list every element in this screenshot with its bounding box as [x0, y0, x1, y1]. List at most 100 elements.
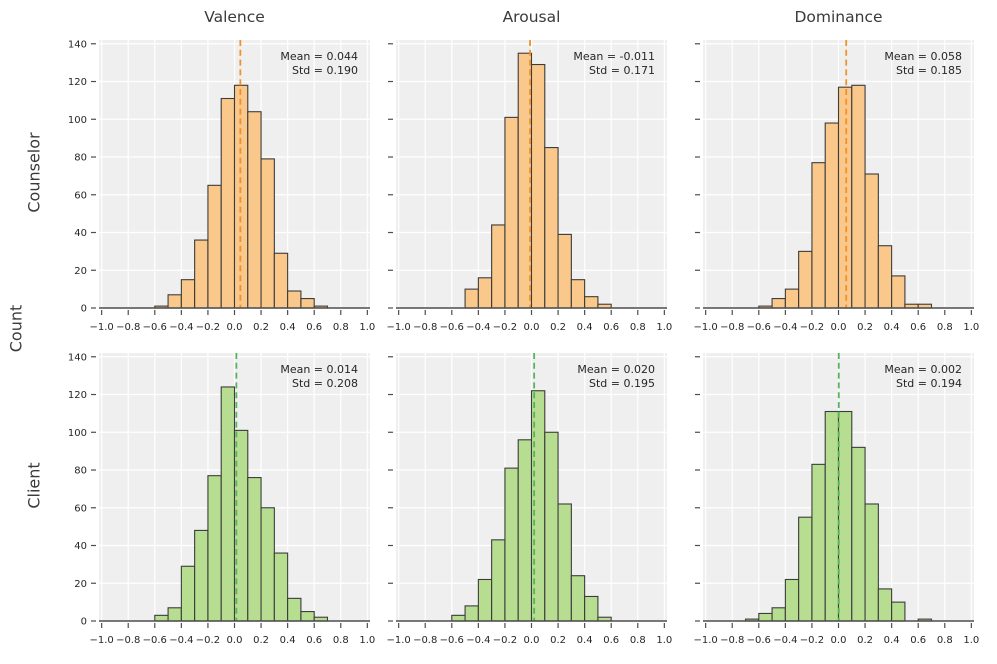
x-tick-label: −1.0	[387, 635, 411, 646]
x-tick-label: 0.4	[280, 322, 296, 333]
x-tick-label: −0.8	[413, 635, 437, 646]
y-tick-label: 40	[74, 228, 87, 239]
hist-bar	[557, 503, 572, 622]
hist-bar	[167, 294, 182, 309]
y-tick-label: 60	[74, 503, 87, 514]
x-tick-label: 0.6	[910, 322, 926, 333]
histogram-plot: −1.0 −0.8 −0.6 −0.4 −0.2 0.0 0.2 0.4 0.6 0.8 1.0 0 2…	[68, 39, 375, 333]
subplot-client-arousal: −1.0 −0.8 −0.6 −0.4 −0.2 0.0 0.2 0.4 0.6 0.8 1.0 M…	[387, 353, 672, 646]
histogram-plot: −1.0 −0.8 −0.6 −0.4 −0.2 0.0 0.2 0.4 0.6 0.8 1.0	[694, 40, 979, 333]
annotation-std: Std = 0.185	[896, 64, 962, 78]
x-tick-label: 1.0	[963, 322, 979, 333]
hist-bar	[154, 614, 169, 622]
hist-bar	[784, 288, 800, 309]
hist-bar	[247, 477, 262, 622]
hist-bar	[837, 410, 853, 622]
x-tick-label: 1.0	[359, 635, 375, 646]
hist-bar	[287, 290, 302, 309]
x-tick-label: −0.8	[720, 322, 744, 333]
mean-std-annotation: Mean = 0.058 Std = 0.185	[884, 50, 962, 79]
x-tick-label: 0.6	[306, 635, 322, 646]
x-tick-label: −0.8	[413, 322, 437, 333]
y-tick-label: 0	[81, 304, 87, 315]
hist-bar	[167, 607, 182, 622]
row-label-client: Client	[24, 462, 44, 509]
x-tick-label: −0.4	[466, 322, 490, 333]
hist-bar	[891, 275, 906, 309]
hist-bar	[864, 173, 879, 309]
hist-bar	[247, 111, 262, 309]
annotation-mean: Mean = 0.058	[884, 50, 962, 63]
hist-bar	[570, 575, 586, 622]
x-tick-label: 0.2	[550, 635, 566, 646]
hist-bar	[504, 467, 519, 622]
x-tick-label: 0.4	[280, 635, 296, 646]
row-label-counselor: Counselor	[24, 132, 44, 213]
x-tick-label: −1.0	[90, 322, 114, 333]
hist-bar	[260, 507, 275, 622]
annotation-std: Std = 0.208	[292, 377, 358, 391]
x-tick-label: −0.8	[720, 635, 744, 646]
annotation-mean: Mean = 0.014	[280, 363, 358, 376]
x-tick-label: 0.2	[253, 635, 269, 646]
hist-bar	[851, 446, 866, 622]
x-tick-label: 0.0	[831, 322, 847, 333]
hist-bar	[491, 224, 506, 309]
annotation-std: Std = 0.195	[589, 377, 655, 391]
annotation-std: Std = 0.190	[292, 64, 358, 78]
hist-bar	[877, 588, 893, 622]
hist-bar	[891, 601, 906, 622]
hist-bar	[194, 239, 209, 309]
x-tick-label: 0.2	[550, 322, 566, 333]
x-tick-label: −0.4	[773, 322, 797, 333]
figure-ylabel-count: Count	[6, 304, 26, 353]
hist-bar	[194, 529, 209, 622]
hist-bar	[207, 475, 222, 622]
x-tick-label: 1.0	[656, 322, 672, 333]
hist-bar	[260, 158, 275, 309]
x-tick-label: 1.0	[656, 635, 672, 646]
histogram-plot: −1.0 −0.8 −0.6 −0.4 −0.2 0.0 0.2 0.4 0.6 0.8 1.0	[387, 353, 672, 646]
x-tick-label: 0.0	[227, 322, 243, 333]
annotation-std: Std = 0.194	[896, 377, 962, 391]
x-tick-label: 0.2	[857, 635, 873, 646]
x-tick-label: 0.8	[630, 635, 646, 646]
hist-bar	[517, 439, 533, 622]
x-tick-label: −1.0	[387, 322, 411, 333]
x-tick-label: −0.8	[116, 635, 140, 646]
annotation-std: Std = 0.171	[589, 64, 655, 78]
hist-bar	[220, 97, 236, 309]
x-tick-label: −0.6	[747, 322, 771, 333]
mean-std-annotation: Mean = -0.011 Std = 0.171	[573, 50, 655, 79]
x-tick-label: −0.2	[196, 322, 220, 333]
histogram-plot: −1.0 −0.8 −0.6 −0.4 −0.2 0.0 0.2 0.4 0.6 0.8 1.0 0 2…	[68, 352, 375, 646]
x-tick-label: 0.4	[884, 322, 900, 333]
column-title-valence: Valence	[204, 8, 265, 26]
hist-bar	[180, 279, 196, 309]
x-tick-label: 0.0	[227, 635, 243, 646]
x-tick-label: −0.6	[747, 635, 771, 646]
subplot-counselor-arousal: −1.0 −0.8 −0.6 −0.4 −0.2 0.0 0.2 0.4 0.6 0.8 1.0 M…	[387, 40, 672, 333]
hist-bar	[544, 431, 559, 622]
hist-bar	[220, 386, 236, 622]
x-tick-label: −0.6	[143, 322, 167, 333]
hist-bar	[180, 565, 196, 622]
x-tick-label: −1.0	[90, 635, 114, 646]
y-tick-label: 120	[68, 390, 87, 401]
hist-bar	[851, 84, 866, 309]
x-tick-label: −1.0	[694, 322, 718, 333]
hist-bar	[491, 539, 506, 622]
hist-bar	[877, 245, 893, 309]
hist-bar	[530, 63, 546, 309]
x-tick-label: 0.8	[937, 635, 953, 646]
subplot-counselor-dominance: −1.0 −0.8 −0.6 −0.4 −0.2 0.0 0.2 0.4 0.6 0.8 1.0 M…	[694, 40, 979, 333]
annotation-mean: Mean = 0.044	[280, 50, 358, 63]
x-tick-label: −0.4	[169, 322, 193, 333]
hist-bar	[273, 552, 289, 622]
mean-std-annotation: Mean = 0.044 Std = 0.190	[280, 50, 358, 79]
hist-bar	[464, 605, 479, 622]
y-tick-label: 60	[74, 190, 87, 201]
hist-bar	[477, 578, 493, 622]
x-tick-label: 0.6	[603, 635, 619, 646]
